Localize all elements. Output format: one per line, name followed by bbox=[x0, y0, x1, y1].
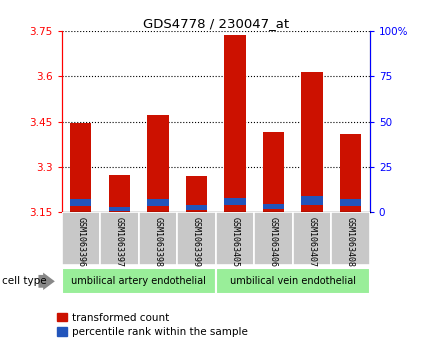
Bar bbox=[215, 212, 254, 265]
Bar bbox=[70, 199, 91, 206]
Bar bbox=[147, 199, 168, 206]
Text: GSM1063407: GSM1063407 bbox=[307, 217, 317, 266]
Text: cell type: cell type bbox=[2, 276, 47, 286]
Text: GSM1063405: GSM1063405 bbox=[230, 217, 239, 266]
Bar bbox=[139, 212, 177, 265]
Title: GDS4778 / 230047_at: GDS4778 / 230047_at bbox=[143, 17, 289, 30]
Bar bbox=[331, 212, 370, 265]
Bar bbox=[340, 199, 361, 206]
Bar bbox=[147, 115, 168, 212]
Bar bbox=[263, 132, 284, 212]
Bar bbox=[70, 122, 91, 212]
Bar bbox=[340, 134, 361, 212]
Text: GSM1063396: GSM1063396 bbox=[76, 217, 85, 266]
Bar bbox=[224, 198, 246, 205]
Bar bbox=[62, 268, 215, 294]
Text: GSM1063398: GSM1063398 bbox=[153, 217, 162, 266]
Bar bbox=[293, 212, 331, 265]
Bar bbox=[100, 212, 139, 265]
Bar bbox=[263, 204, 284, 209]
Bar bbox=[62, 212, 100, 265]
FancyArrow shape bbox=[38, 273, 55, 290]
Text: GSM1063406: GSM1063406 bbox=[269, 217, 278, 266]
Text: umbilical vein endothelial: umbilical vein endothelial bbox=[230, 276, 356, 286]
Text: GSM1063397: GSM1063397 bbox=[115, 217, 124, 266]
Bar bbox=[177, 212, 215, 265]
Bar bbox=[301, 72, 323, 212]
Bar bbox=[224, 35, 246, 212]
Bar bbox=[109, 175, 130, 212]
Bar bbox=[254, 212, 293, 265]
Bar bbox=[109, 207, 130, 211]
Bar bbox=[186, 176, 207, 212]
Bar bbox=[215, 268, 370, 294]
Text: GSM1063399: GSM1063399 bbox=[192, 217, 201, 266]
Legend: transformed count, percentile rank within the sample: transformed count, percentile rank withi… bbox=[53, 309, 252, 341]
Text: umbilical artery endothelial: umbilical artery endothelial bbox=[71, 276, 206, 286]
Text: GSM1063408: GSM1063408 bbox=[346, 217, 355, 266]
Bar bbox=[301, 196, 323, 205]
Bar bbox=[186, 205, 207, 210]
